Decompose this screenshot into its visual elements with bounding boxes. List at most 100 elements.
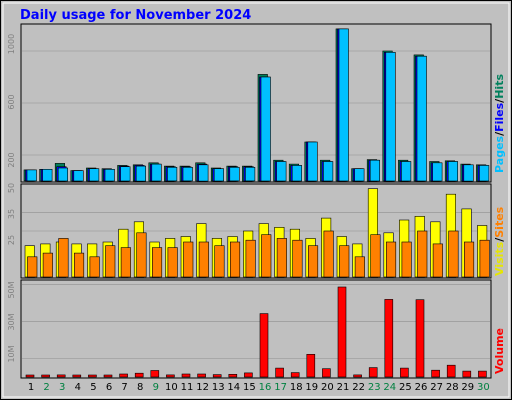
x-tick-label: 21 (337, 382, 350, 393)
bar-pages (26, 169, 37, 182)
bar-volume (462, 370, 472, 378)
bar-pages (198, 164, 209, 182)
bar-sites (27, 256, 38, 278)
x-tick-label: 20 (321, 382, 334, 393)
x-tick-label: 23 (368, 382, 381, 393)
y-tick-label: 200 (7, 152, 16, 167)
bar-volume (181, 373, 191, 378)
bar-sites (463, 241, 475, 278)
bar-sites (448, 230, 459, 278)
y-tick-label: 25 (7, 235, 16, 245)
legend-visits: Visits (493, 241, 506, 276)
bar-sites (432, 243, 443, 278)
bar-sites (323, 230, 334, 278)
bar-pages (463, 164, 474, 182)
bar-sites (245, 239, 256, 278)
bar-sites (354, 256, 365, 278)
bar-volume (212, 374, 222, 378)
x-tick-label: 3 (59, 382, 65, 393)
bar-sites (167, 247, 178, 278)
bar-sites (214, 245, 225, 278)
x-tick-label: 29 (461, 382, 474, 393)
bar-pages (104, 169, 115, 182)
bar-sites (230, 241, 241, 278)
x-tick-label: 1 (28, 382, 34, 393)
bar-pages (385, 51, 396, 182)
bar-volume (275, 367, 284, 378)
y-tick-label: 50M (7, 281, 16, 298)
bar-sites (292, 239, 303, 278)
x-tick-label: 9 (153, 382, 159, 393)
bar-pages (151, 163, 162, 182)
bar-sites (89, 256, 100, 278)
x-tick-label: 25 (399, 382, 412, 393)
bar-pages (354, 168, 365, 182)
bar-sites (183, 241, 194, 278)
bar-sites (42, 252, 53, 278)
bar-pages (245, 167, 256, 182)
bar-volume (88, 374, 97, 378)
bar-sites (479, 239, 490, 278)
bar-volume (353, 374, 362, 378)
bar-volume (150, 370, 160, 378)
y-tick-label: 50 (7, 183, 16, 193)
legend-volume: Volume (493, 328, 506, 374)
legend-visits-sites: Visits/Sites (493, 206, 506, 276)
bar-pages (89, 168, 100, 182)
x-tick-label: 13 (212, 382, 225, 393)
bar-volume (166, 374, 175, 378)
bar-sites (198, 241, 209, 278)
x-tick-label: 2 (43, 382, 49, 393)
x-tick-label: 5 (90, 382, 96, 393)
bar-volume (337, 286, 347, 378)
x-tick-label: 12 (196, 382, 209, 393)
bar-sites (152, 247, 163, 278)
bar-sites (417, 230, 428, 278)
bar-sites (339, 245, 350, 278)
x-tick-label: 17 (274, 382, 287, 393)
bar-sites (261, 234, 272, 278)
bar-sites (385, 241, 397, 278)
bar-volume (306, 353, 316, 378)
bar-pages (338, 28, 349, 182)
x-tick-label: 8 (137, 382, 143, 393)
bar-volume (72, 374, 82, 378)
bar-volume (41, 374, 50, 378)
x-tick-label: 18 (290, 382, 303, 393)
bar-pages (323, 161, 334, 182)
x-tick-label: 16 (259, 382, 272, 393)
x-tick-label: 22 (352, 382, 365, 393)
bar-volume (103, 374, 113, 378)
bar-sites (74, 252, 85, 278)
bar-volume (259, 313, 269, 378)
y-tick-label: 600 (7, 94, 16, 109)
bar-volume (197, 373, 206, 378)
bar-volume (431, 369, 440, 378)
bar-volume (400, 367, 409, 378)
bar-volume (478, 370, 487, 378)
x-tick-label: 27 (430, 382, 443, 393)
x-tick-label: 11 (181, 382, 194, 393)
x-tick-label: 14 (227, 382, 240, 393)
bar-volume (25, 374, 35, 378)
bar-volume (384, 299, 394, 378)
x-tick-label: 28 (446, 382, 459, 393)
x-tick-label: 10 (165, 382, 178, 393)
bar-volume (290, 372, 300, 378)
x-tick-label: 26 (415, 382, 428, 393)
bar-pages (135, 165, 146, 182)
bar-volume (134, 372, 144, 378)
bar-pages (213, 168, 224, 182)
bars (23, 28, 490, 378)
legend-hits-files-pages: Pages/Files/Hits (493, 74, 506, 173)
bar-sites (105, 245, 116, 278)
bar-pages (479, 165, 490, 182)
bar-sites (401, 241, 412, 278)
bar-pages (291, 165, 303, 182)
bar-pages (182, 167, 193, 182)
bar-pages (57, 167, 69, 182)
bar-volume (322, 368, 331, 378)
bar-volume (56, 374, 66, 378)
